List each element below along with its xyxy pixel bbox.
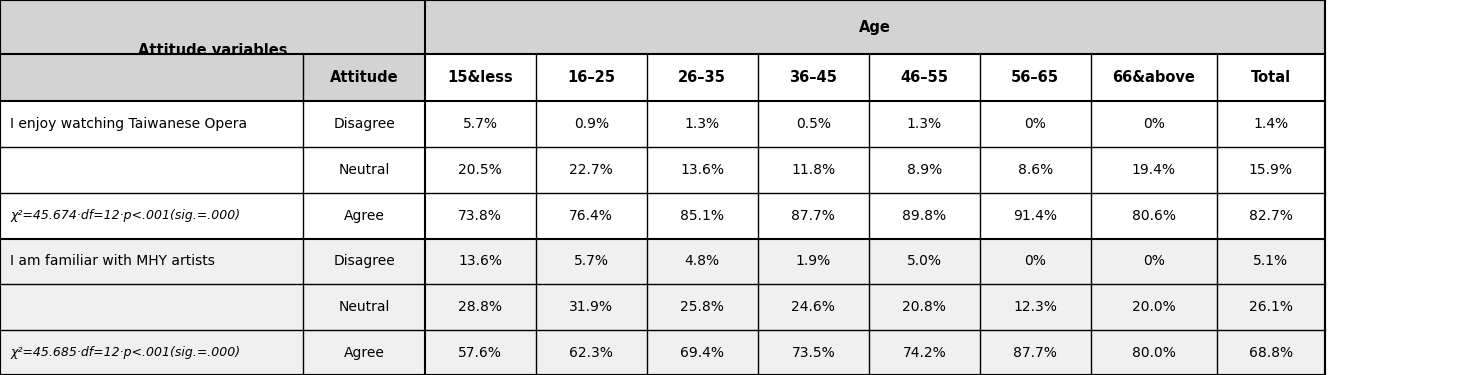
Bar [0, 101, 1325, 147]
Text: 1.4%: 1.4% [1254, 117, 1288, 131]
Text: 20.8%: 20.8% [903, 300, 946, 314]
Text: I am familiar with MHY artists: I am familiar with MHY artists [10, 254, 215, 268]
Text: 80.0%: 80.0% [1132, 346, 1175, 360]
Text: 28.8%: 28.8% [459, 300, 502, 314]
Text: Age: Age [858, 20, 891, 35]
Text: 0.9%: 0.9% [574, 117, 608, 131]
Text: Agree: Agree [343, 346, 385, 360]
Text: 0%: 0% [1024, 254, 1046, 268]
Text: 26.1%: 26.1% [1249, 300, 1292, 314]
Text: 69.4%: 69.4% [681, 346, 724, 360]
Text: 36–45: 36–45 [789, 70, 838, 86]
Text: 89.8%: 89.8% [903, 209, 946, 223]
Text: 8.6%: 8.6% [1018, 163, 1052, 177]
Text: 82.7%: 82.7% [1249, 209, 1292, 223]
Bar [0, 0, 1325, 54]
Text: Attitude variables: Attitude variables [138, 43, 287, 58]
Text: 87.7%: 87.7% [1014, 346, 1057, 360]
Text: Attitude: Attitude [330, 70, 398, 86]
Text: 24.6%: 24.6% [792, 300, 835, 314]
Text: Neutral: Neutral [339, 163, 389, 177]
Text: Disagree: Disagree [333, 117, 395, 131]
Text: 11.8%: 11.8% [792, 163, 835, 177]
Text: 1.9%: 1.9% [796, 254, 830, 268]
Text: 62.3%: 62.3% [570, 346, 613, 360]
Text: 31.9%: 31.9% [570, 300, 613, 314]
Text: 73.5%: 73.5% [792, 346, 835, 360]
Text: 0%: 0% [1143, 117, 1165, 131]
Text: 26–35: 26–35 [678, 70, 727, 86]
Bar [0, 193, 1325, 238]
Text: 56–65: 56–65 [1011, 70, 1060, 86]
Text: 19.4%: 19.4% [1132, 163, 1175, 177]
Text: Disagree: Disagree [333, 254, 395, 268]
Text: χ²=45.685·df=12·p<.001(sig.=.000): χ²=45.685·df=12·p<.001(sig.=.000) [10, 346, 240, 359]
Text: 20.0%: 20.0% [1132, 300, 1175, 314]
Text: I enjoy watching Taiwanese Opera: I enjoy watching Taiwanese Opera [10, 117, 247, 131]
Text: 85.1%: 85.1% [681, 209, 724, 223]
Text: 13.6%: 13.6% [681, 163, 724, 177]
Text: Agree: Agree [343, 209, 385, 223]
Text: 1.3%: 1.3% [907, 117, 941, 131]
Text: 68.8%: 68.8% [1249, 346, 1292, 360]
Text: 5.1%: 5.1% [1254, 254, 1288, 268]
Text: 15.9%: 15.9% [1249, 163, 1292, 177]
Bar [0, 238, 1325, 284]
Text: χ²=45.674·df=12·p<.001(sig.=.000): χ²=45.674·df=12·p<.001(sig.=.000) [10, 209, 240, 222]
Text: 12.3%: 12.3% [1014, 300, 1057, 314]
Bar [0, 147, 1325, 193]
Text: 73.8%: 73.8% [459, 209, 502, 223]
Bar [0, 54, 425, 101]
Text: 0.5%: 0.5% [796, 117, 830, 131]
Text: 74.2%: 74.2% [903, 346, 946, 360]
Text: 8.9%: 8.9% [907, 163, 941, 177]
Bar [0, 0, 1325, 375]
Bar [0, 284, 1325, 330]
Text: 57.6%: 57.6% [459, 346, 502, 360]
Text: Neutral: Neutral [339, 300, 389, 314]
Text: 87.7%: 87.7% [792, 209, 835, 223]
Text: 46–55: 46–55 [900, 70, 949, 86]
Text: 5.7%: 5.7% [574, 254, 608, 268]
Text: 80.6%: 80.6% [1132, 209, 1175, 223]
Text: 5.7%: 5.7% [463, 117, 497, 131]
Bar [0, 330, 1325, 375]
Text: 91.4%: 91.4% [1014, 209, 1057, 223]
Text: 25.8%: 25.8% [681, 300, 724, 314]
Bar [425, 54, 1325, 101]
Text: 66&above: 66&above [1113, 70, 1194, 86]
Text: Total: Total [1251, 70, 1291, 86]
Text: 4.8%: 4.8% [685, 254, 719, 268]
Text: 76.4%: 76.4% [570, 209, 613, 223]
Text: 16–25: 16–25 [567, 70, 616, 86]
Text: 22.7%: 22.7% [570, 163, 613, 177]
Text: 0%: 0% [1143, 254, 1165, 268]
Text: 0%: 0% [1024, 117, 1046, 131]
Text: 1.3%: 1.3% [685, 117, 719, 131]
Text: 13.6%: 13.6% [459, 254, 502, 268]
Text: 15&less: 15&less [447, 70, 514, 86]
Text: 20.5%: 20.5% [459, 163, 502, 177]
Text: 5.0%: 5.0% [907, 254, 941, 268]
